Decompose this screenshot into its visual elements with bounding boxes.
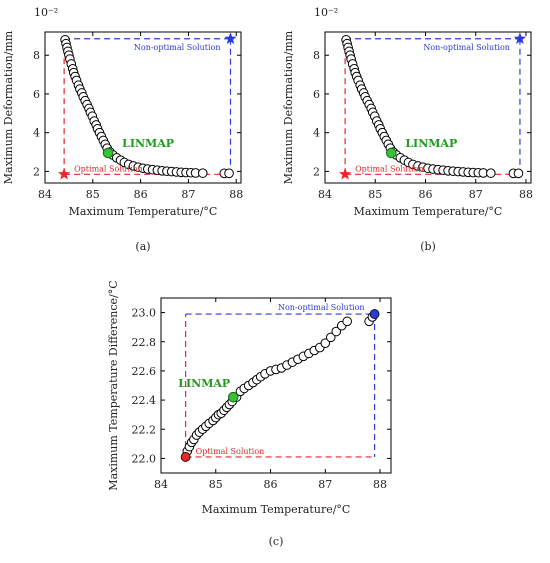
y-tick-label: 2 bbox=[33, 165, 40, 178]
x-tick-label: 88 bbox=[373, 478, 387, 491]
x-tick-label: 87 bbox=[181, 188, 195, 201]
pareto-point bbox=[331, 326, 342, 337]
y-tick-label: 22.4 bbox=[132, 394, 157, 407]
pareto-point bbox=[325, 332, 336, 343]
optimal-dot-marker bbox=[180, 452, 191, 462]
nonoptimal-star-marker bbox=[224, 32, 237, 45]
pareto-point bbox=[513, 168, 524, 179]
x-tick-label: 88 bbox=[519, 188, 533, 201]
y-tick-label: 22.6 bbox=[132, 365, 157, 378]
optimal-solution-label: Optimal Solution bbox=[355, 164, 424, 173]
plot-frame bbox=[44, 31, 242, 184]
x-tick-label: 88 bbox=[229, 188, 243, 201]
x-tick-label: 85 bbox=[209, 478, 223, 491]
linmap-point bbox=[102, 147, 114, 159]
x-tick-label: 84 bbox=[38, 188, 52, 201]
x-tick-label: 84 bbox=[154, 478, 168, 491]
nonoptimal-star-marker bbox=[513, 32, 527, 45]
pareto-point bbox=[197, 168, 208, 178]
nonoptimal-solution-label: Non-optimal Solution bbox=[278, 303, 365, 312]
y-tick-label: 22.8 bbox=[132, 336, 157, 349]
panel-c: 84 85 86 87 88 22.0 22.2 22.4 22.6 22.8 23.0 Maximu… bbox=[107, 280, 392, 548]
x-tick-label: 87 bbox=[318, 478, 332, 491]
x-tick-label: 85 bbox=[86, 188, 100, 201]
y-tick-label: 6 bbox=[313, 88, 320, 101]
y-tick-label: 4 bbox=[313, 127, 320, 140]
x-tick-label: 86 bbox=[418, 188, 432, 201]
x-tick-label: 87 bbox=[469, 188, 483, 201]
y-tick-label: 22.2 bbox=[132, 423, 157, 436]
y-tick-label: 2 bbox=[313, 165, 320, 178]
x-tick-label: 86 bbox=[264, 478, 278, 491]
x-tick-label: 85 bbox=[368, 188, 382, 201]
pareto-point bbox=[224, 168, 234, 179]
plot-frame bbox=[160, 297, 392, 474]
y-tick-label: 4 bbox=[33, 127, 40, 140]
nonoptimal-solution-label: Non-optimal Solution bbox=[134, 43, 221, 52]
y-axis-label: Maximum Deformation/mm bbox=[282, 30, 295, 184]
nonoptimal-solution-label: Non-optimal Solution bbox=[423, 43, 510, 52]
x-axis-label: Maximum Temperature/°C bbox=[69, 205, 218, 218]
x-tick-label: 86 bbox=[134, 188, 148, 201]
y-tick-label: 8 bbox=[313, 49, 320, 62]
panel-caption: (b) bbox=[420, 240, 436, 253]
y-tick-label: 6 bbox=[33, 88, 40, 101]
x-axis-label: Maximum Temperature/°C bbox=[202, 503, 351, 516]
pareto-point bbox=[486, 168, 496, 178]
linmap-point bbox=[386, 147, 397, 159]
x-tick-label: 84 bbox=[318, 188, 332, 201]
pareto-point bbox=[320, 338, 331, 349]
plot-frame bbox=[324, 31, 532, 184]
panel-a: 84 85 86 87 88 2 4 6 8 10⁻² Maximum Temperature/°C… bbox=[2, 6, 243, 253]
optimal-star-marker bbox=[57, 167, 71, 180]
y-tick-label: 8 bbox=[33, 49, 40, 62]
linmap-label: LINMAP bbox=[178, 377, 230, 390]
panel-caption: (a) bbox=[135, 240, 150, 253]
axis-exponent-label: 10⁻² bbox=[314, 6, 338, 19]
panel-caption: (c) bbox=[269, 535, 284, 548]
panel-b: 84 85 86 87 88 2 4 6 8 10⁻² Maximum Temperature/°C… bbox=[282, 6, 533, 253]
optimal-solution-label: Optimal Solution bbox=[74, 164, 143, 173]
optimal-solution-label: Optimal Solution bbox=[196, 447, 265, 456]
y-axis-label: Maximum Temperature Difference/°C bbox=[107, 280, 120, 490]
nonoptimal-dot-marker bbox=[369, 309, 380, 319]
linmap-label: LINMAP bbox=[405, 137, 457, 150]
y-tick-label: 23.0 bbox=[132, 307, 157, 320]
linmap-label: LINMAP bbox=[122, 137, 174, 150]
y-axis-label: Maximum Deformation/mm bbox=[2, 30, 15, 184]
optimal-star-marker bbox=[338, 167, 352, 180]
y-tick-label: 22.0 bbox=[132, 452, 157, 465]
pareto-point bbox=[342, 316, 352, 327]
x-axis-label: Maximum Temperature/°C bbox=[354, 205, 503, 218]
axis-exponent-label: 10⁻² bbox=[34, 6, 58, 19]
linmap-point bbox=[227, 391, 239, 403]
